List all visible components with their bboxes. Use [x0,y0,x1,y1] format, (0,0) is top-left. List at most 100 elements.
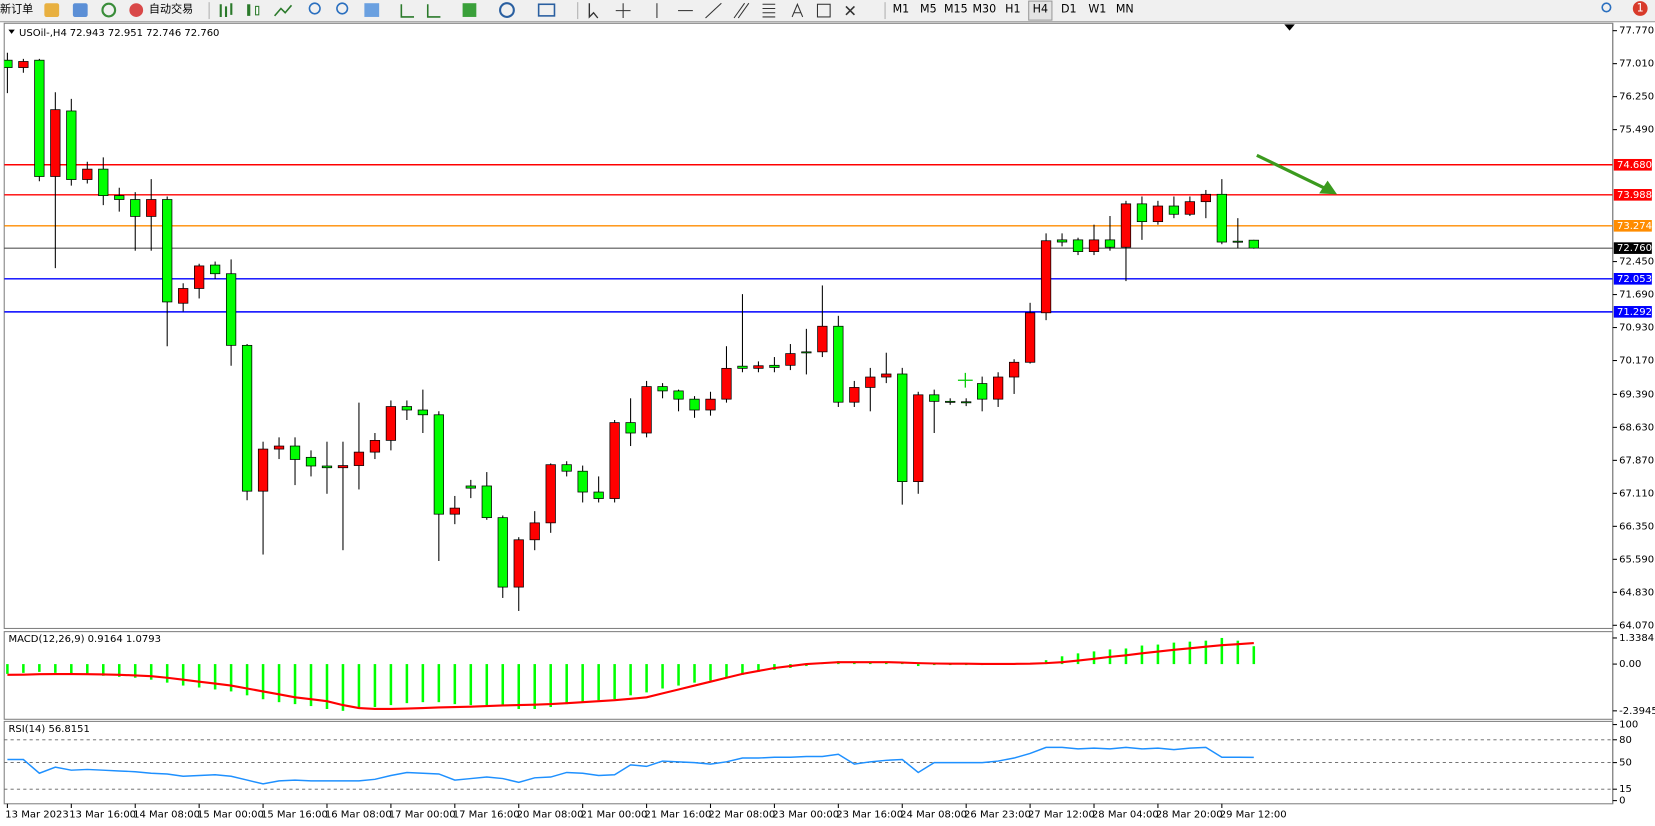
timeframe-button[interactable]: D1 [1061,3,1077,16]
histogram-bar [437,664,441,703]
candle-body [977,383,988,400]
candle-body [785,353,796,366]
histogram-bar [389,664,393,706]
notification-badge[interactable] [1632,1,1648,16]
candle-body [18,61,29,68]
x-tick-label: 13 Mar 2023 [5,809,69,820]
templates-icon[interactable] [537,3,556,17]
candle-body [1072,239,1084,252]
candle-body [1184,201,1196,215]
zoom-out-icon[interactable] [336,2,349,15]
auto-trading-icon[interactable] [129,3,144,17]
bar-chart-icon[interactable] [219,3,233,17]
y-tick-label: 68.630 [1619,422,1654,433]
x-tick-label: 17 Mar 00:00 [389,809,456,820]
timeframes: M1 M5 M15 M30 H1 H4 D1 W1 MN [893,3,1134,16]
fibo-icon[interactable] [762,3,776,18]
y-tick-label: 66.350 [1619,521,1654,532]
candle-body [257,448,269,492]
level-label-bg [1613,272,1652,285]
histogram-bar [165,664,169,683]
autoscroll-icon[interactable] [426,4,441,18]
histogram-bar [501,664,505,707]
histogram-bar [1060,656,1064,665]
candle-body [465,485,476,489]
timeframe-button[interactable]: H4 [1033,3,1048,16]
y-tick-label: -2.3945 [1619,706,1655,717]
channel-icon[interactable] [733,2,750,19]
histogram-bar [70,664,73,674]
candle-body [1024,312,1036,363]
new-order-button[interactable]: 新订单 [0,2,33,16]
candle-body [689,398,700,411]
histogram-bar [1236,640,1240,665]
main-panel [3,22,1614,629]
label-icon[interactable] [816,3,831,18]
price-label: 72.760 [1617,243,1652,254]
line-chart-icon[interactable] [273,4,293,17]
candle-body [1008,361,1020,378]
candle-body [82,168,93,180]
candle-body [881,373,892,378]
y-tick-label: 70.170 [1619,356,1654,367]
histogram-bar [932,664,936,666]
auto-trading-button[interactable]: 自动交易 [149,2,193,16]
zoom-in-icon[interactable] [308,2,321,15]
toolbar-bg [0,0,1655,22]
shapes-icon[interactable] [845,5,855,16]
text-icon[interactable] [791,2,804,18]
notification-count[interactable]: 1 [1637,1,1644,14]
x-tick-label: 16 Mar 08:00 [325,809,392,820]
crosshair-icon[interactable] [615,3,631,18]
tile-icon[interactable] [364,3,380,17]
candle-body [66,110,77,180]
x-tick-label: 27 Mar 12:00 [1028,809,1095,820]
candle-body [897,373,908,482]
shift-icon[interactable] [400,4,415,18]
indicator-line [7,746,1254,785]
trendline-icon[interactable] [705,2,722,19]
histogram-bar [629,664,632,696]
y-tick-label: 64.070 [1619,620,1654,631]
x-tick-label: 13 Mar 16:00 [69,809,136,820]
candle-body [1040,240,1052,314]
candle-body [849,387,860,403]
histogram-bar [916,664,920,667]
y-tick-label: 71.690 [1619,290,1654,301]
candle-body [657,386,668,392]
histogram-bar [38,664,41,672]
y-tick-label: 50 [1619,758,1632,769]
annotation-arrow-head [1319,180,1338,195]
candle-icon[interactable] [247,4,251,16]
timeframe-button[interactable]: MN [1116,3,1134,16]
icon[interactable] [44,3,60,17]
icon[interactable] [101,2,117,18]
candle-body [545,464,556,524]
timeframe-button[interactable]: H1 [1005,3,1020,16]
candle-body [1200,193,1211,203]
indicators-icon[interactable] [462,3,477,17]
timeframe-button[interactable]: M1 [893,3,910,16]
x-tick-label: 20 Mar 08:00 [517,809,584,820]
candle-body [1120,203,1132,248]
search-icon[interactable] [1601,2,1612,13]
timeframe-button[interactable]: M30 [973,3,997,16]
timeframe-button[interactable]: M5 [920,3,937,16]
cursor-icon[interactable] [588,3,599,19]
histogram-bar [102,664,105,676]
icon[interactable] [72,3,88,17]
candle-body [721,367,732,400]
level-label: 71.292 [1617,307,1652,318]
candle-icon[interactable] [255,5,260,16]
level-label-bg [1613,189,1652,201]
periods-icon[interactable] [499,2,515,18]
symbol-menu-arrow[interactable] [8,29,15,34]
chart-shift-marker [1284,24,1295,31]
histogram-bar [197,664,201,688]
candle-body [1088,239,1100,252]
timeframe-button[interactable]: M15 [944,3,968,16]
histogram-bar [725,664,728,678]
timeframe-button[interactable]: W1 [1088,3,1106,16]
y-tick-label: 80 [1619,735,1632,746]
histogram-bar [757,664,760,672]
